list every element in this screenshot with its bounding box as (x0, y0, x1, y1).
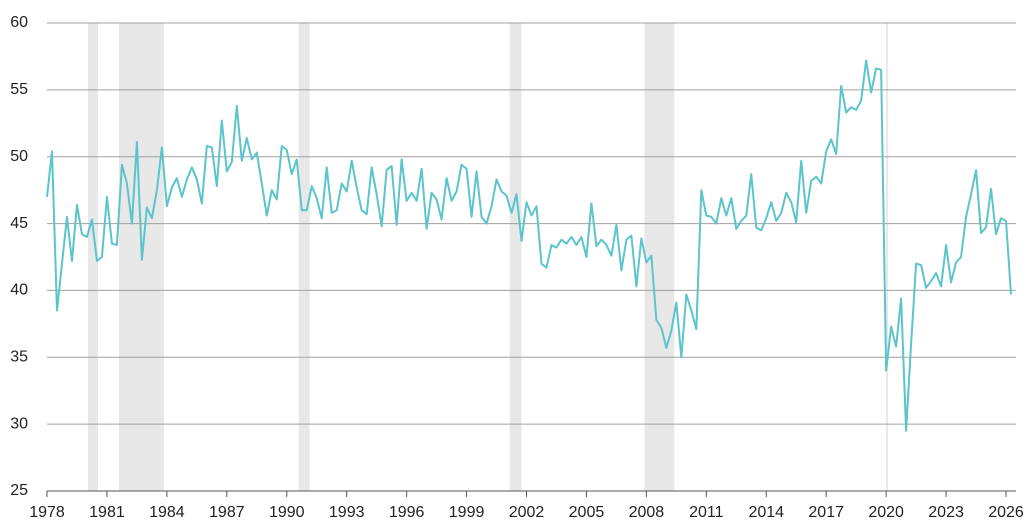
y-tick-label: 45 (10, 215, 28, 232)
x-tick-label: 1996 (389, 504, 425, 521)
shaded-period (87, 23, 98, 491)
x-tick-label: 2017 (808, 504, 844, 521)
x-tick-label: 1990 (269, 504, 305, 521)
x-tick-label: 1993 (329, 504, 365, 521)
y-tick-label: 55 (10, 81, 28, 98)
x-tick-label: 2005 (569, 504, 605, 521)
x-tick-label: 2008 (629, 504, 665, 521)
x-tick-label: 2020 (868, 504, 904, 521)
shaded-period (886, 23, 889, 491)
shaded-period (298, 23, 310, 491)
x-tick-label: 2026 (988, 504, 1024, 521)
x-tick-label: 1978 (29, 504, 65, 521)
x-tick-label: 2011 (689, 504, 724, 521)
x-tick-label: 2002 (509, 504, 545, 521)
x-tick-label: 1981 (89, 504, 125, 521)
y-tick-label: 25 (10, 482, 28, 499)
x-tick-label: 1987 (209, 504, 245, 521)
data-line (46, 59, 1012, 432)
x-tick-label: 2014 (748, 504, 784, 521)
shaded-period (644, 23, 675, 491)
y-tick-label: 60 (10, 14, 28, 31)
x-tick-label: 1984 (149, 504, 185, 521)
x-tick-label: 1999 (449, 504, 485, 521)
y-tick-label: 50 (10, 148, 28, 165)
y-tick-label: 30 (10, 415, 28, 432)
y-tick-label: 40 (10, 282, 28, 299)
y-tick-label: 35 (10, 349, 28, 366)
shaded-period (509, 23, 522, 491)
x-tick-label: 2023 (928, 504, 964, 521)
